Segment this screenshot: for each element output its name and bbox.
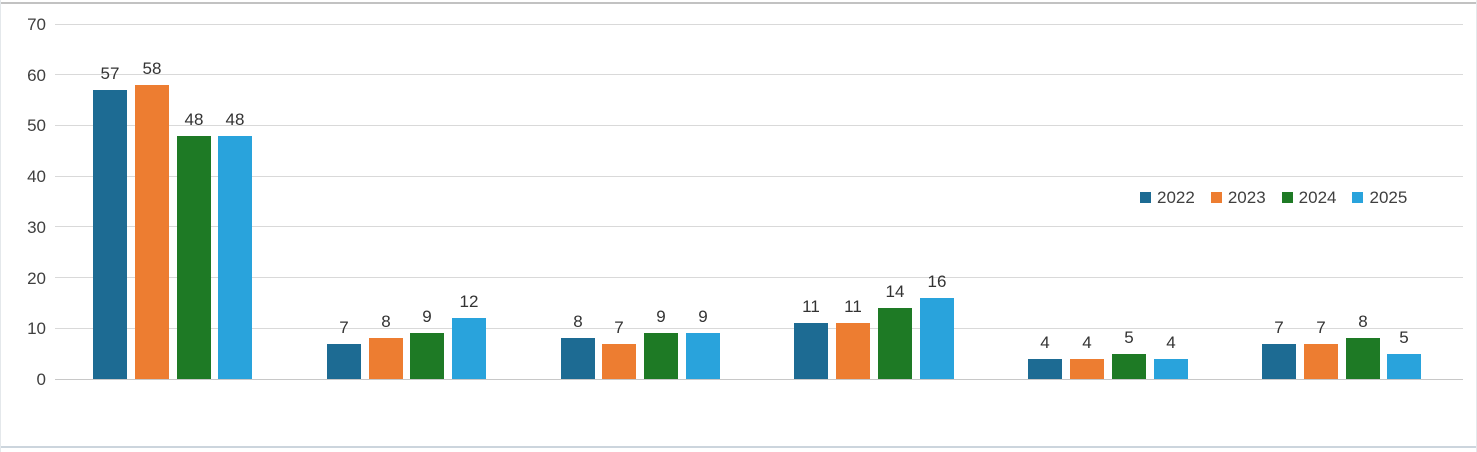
y-tick-label-30: 30	[27, 217, 46, 237]
gridline-40	[55, 175, 1463, 177]
bar-2022-group1	[93, 89, 127, 379]
bar-value-label-2023-group2: 8	[381, 312, 391, 332]
bar-value-label-2023-group4: 11	[844, 297, 862, 317]
bar-value-label-2025-group1: 48	[225, 109, 245, 129]
y-tick-label-60: 60	[27, 65, 46, 85]
y-tick-label-20: 20	[27, 268, 46, 288]
bar-value-label-2022-group4: 11	[802, 297, 820, 317]
bar-value-label-2022-group6: 7	[1274, 317, 1284, 337]
bar-value-label-2025-group5: 4	[1166, 332, 1176, 352]
bar-value-label-2022-group1: 57	[100, 63, 120, 83]
bar-value-label-2022-group5: 4	[1040, 332, 1050, 352]
gridline-0	[55, 378, 1463, 380]
bar-value-label-2024-group6: 8	[1358, 312, 1368, 332]
bar-2023-group2	[369, 338, 403, 379]
bar-2023-group5	[1070, 358, 1104, 379]
chart-top-border	[0, 2, 1477, 4]
bar-2024-group4	[878, 308, 912, 379]
gridline-20	[55, 277, 1463, 279]
bar-value-label-2024-group2: 9	[422, 307, 432, 327]
bar-2024-group5	[1112, 353, 1146, 379]
legend-marker-2024	[1281, 192, 1293, 203]
bar-2025-group5	[1154, 358, 1188, 379]
legend-item-2024: 2024	[1281, 188, 1337, 207]
bar-2022-group2	[327, 343, 361, 379]
bar-value-label-2025-group2: 12	[459, 292, 479, 312]
y-tick-label-0: 0	[36, 370, 46, 389]
bar-value-label-2023-group3: 7	[614, 317, 624, 337]
legend-item-2025: 2025	[1352, 188, 1407, 207]
bar-2024-group2	[410, 333, 444, 379]
y-tick-label-70: 70	[27, 15, 46, 34]
bar-2022-group5	[1028, 358, 1062, 379]
bar-2023-group1	[135, 84, 169, 379]
bar-value-label-2024-group4: 14	[885, 282, 905, 301]
bar-value-label-2023-group1: 58	[142, 58, 162, 78]
y-tick-label-50: 50	[27, 116, 46, 136]
gridline-30	[55, 226, 1463, 228]
bar-2025-group1	[218, 135, 252, 379]
bar-value-label-2024-group3: 9	[656, 307, 666, 327]
bar-2025-group4	[920, 297, 954, 379]
legend: 2022 2023 2024 2025	[1134, 186, 1414, 209]
bar-2025-group2	[452, 318, 486, 379]
bar-value-label-2022-group2: 7	[339, 317, 349, 337]
legend-label-2025: 2025	[1369, 188, 1408, 207]
bar-2022-group4	[794, 323, 828, 379]
bar-2022-group6	[1262, 343, 1296, 379]
bar-value-label-2025-group6: 5	[1399, 327, 1409, 347]
gridline-50	[55, 124, 1463, 126]
chart-bottom-border	[0, 446, 1477, 448]
bar-value-label-2024-group1: 48	[184, 109, 204, 129]
y-tick-label-40: 40	[27, 167, 46, 187]
legend-item-2023: 2023	[1210, 188, 1266, 207]
bar-2024-group6	[1346, 338, 1380, 379]
bar-value-label-2025-group3: 9	[698, 307, 708, 327]
legend-label-2023: 2023	[1227, 188, 1266, 207]
bar-2023-group6	[1304, 343, 1338, 379]
legend-marker-2023	[1210, 192, 1222, 203]
bar-2024-group3	[644, 333, 678, 379]
legend-label-2022: 2022	[1157, 188, 1195, 207]
y-tick-label-10: 10	[27, 319, 46, 339]
bar-value-label-2023-group6: 7	[1316, 317, 1326, 337]
bar-2022-group3	[561, 338, 595, 379]
legend-marker-2022	[1140, 192, 1151, 203]
bar-value-label-2022-group3: 8	[573, 312, 583, 332]
chart-left-border	[0, 0, 1, 452]
legend-label-2024: 2024	[1298, 188, 1337, 207]
bar-2025-group6	[1387, 353, 1421, 379]
gridline-10	[55, 327, 1463, 329]
legend-marker-2025	[1352, 192, 1364, 203]
legend-item-2022: 2022	[1140, 188, 1195, 207]
bar-2024-group1	[177, 135, 211, 379]
bar-value-label-2025-group4: 16	[927, 271, 947, 291]
bar-2025-group3	[686, 333, 720, 379]
gridline-60	[55, 74, 1463, 76]
gridline-70	[55, 23, 1463, 25]
bar-value-label-2024-group5: 5	[1124, 327, 1134, 347]
bar-value-label-2023-group5: 4	[1082, 332, 1092, 352]
bar-2023-group4	[836, 323, 870, 379]
bar-2023-group3	[602, 343, 636, 379]
